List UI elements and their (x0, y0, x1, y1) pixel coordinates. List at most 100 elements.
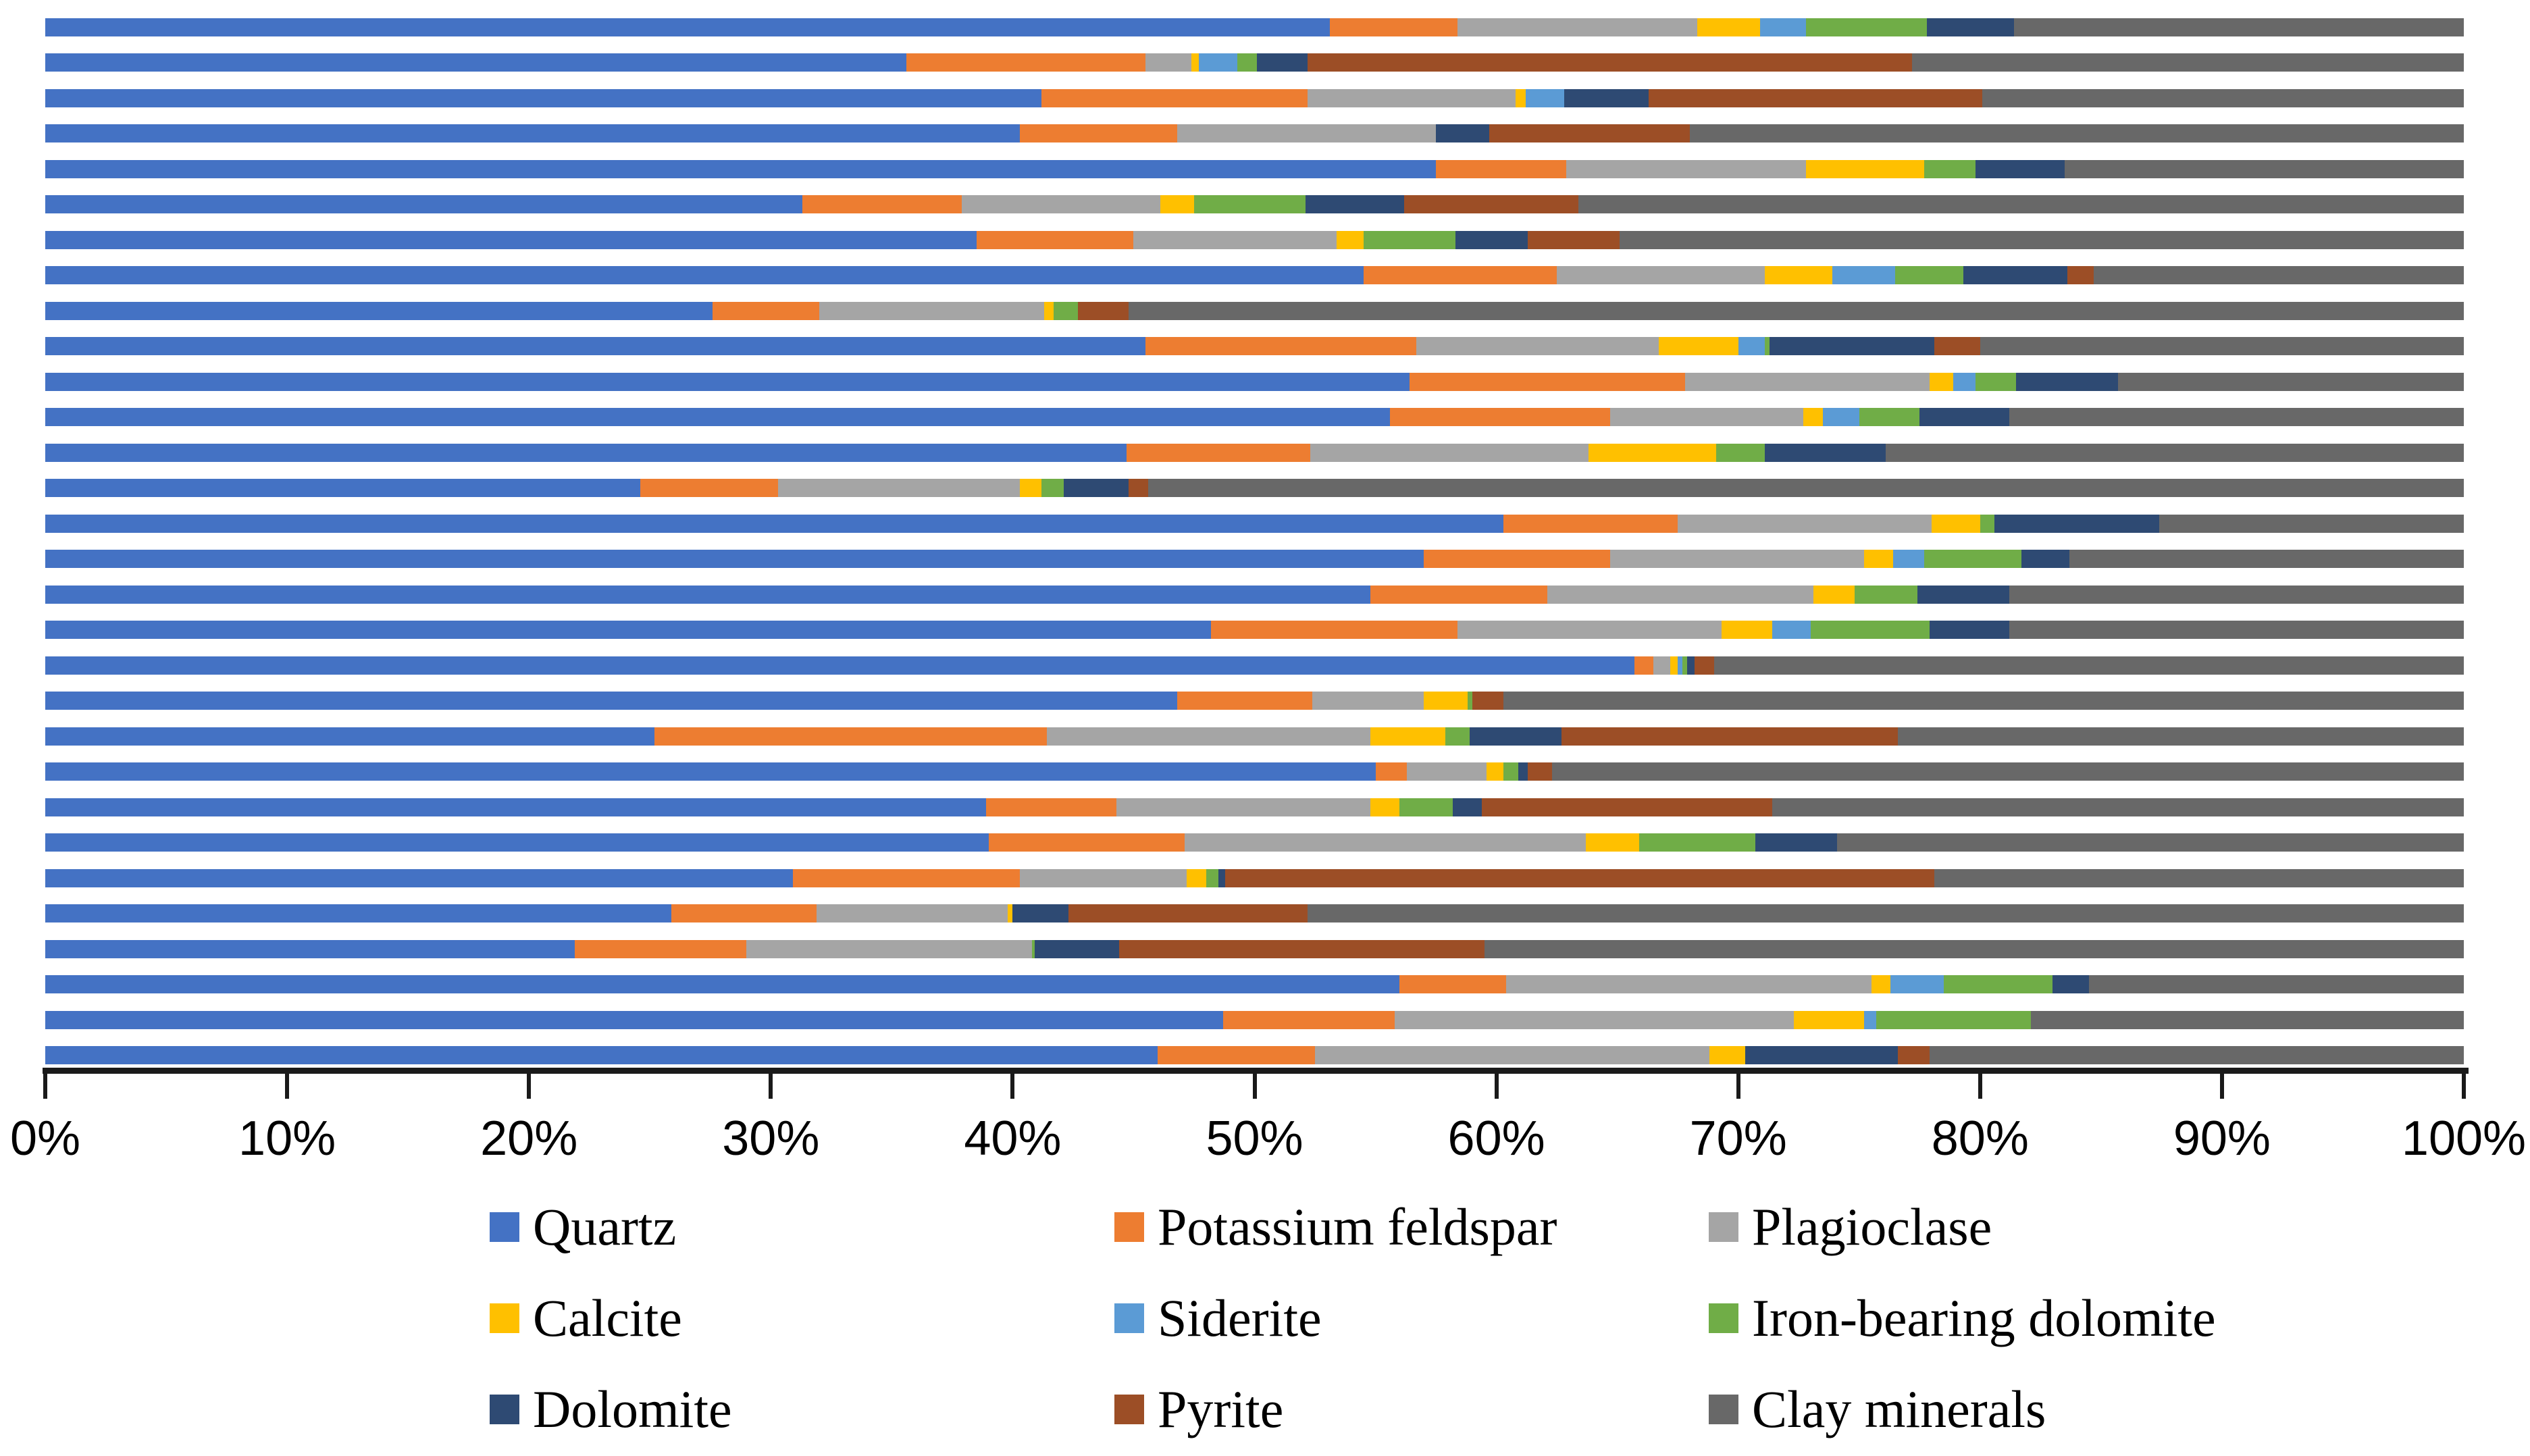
bar-segment-dolomite (1470, 727, 1562, 746)
bar-segment-iron-bearing-dolomite (1924, 159, 1976, 178)
bar-segment-plagioclase (1684, 372, 1930, 391)
bar-row (45, 692, 2464, 710)
bar-segment-plagioclase (962, 195, 1160, 213)
bar-segment-calcite (1370, 798, 1400, 816)
bar-segment-plagioclase (1609, 408, 1804, 426)
bar-row (45, 550, 2464, 568)
bar-segment-plagioclase (1547, 585, 1813, 604)
bar-row (45, 798, 2464, 816)
bar-segment-iron-bearing-dolomite (1811, 621, 1930, 639)
bar-segment-plagioclase (1177, 124, 1437, 142)
bar-segment-potassium-feldspar (713, 301, 819, 320)
bar-segment-potassium-feldspar (1436, 159, 1567, 178)
bar-segment-potassium-feldspar (1634, 656, 1654, 675)
bar-segment-potassium-feldspar (671, 904, 817, 922)
legend-swatch-plagioclase (1709, 1212, 1738, 1242)
x-axis-tick-label: 0% (9, 1112, 81, 1166)
bar-segment-clay-minerals (2030, 1010, 2464, 1029)
bar-segment-siderite (1199, 53, 1238, 72)
bar-segment-dolomite (1257, 53, 1308, 72)
bar-segment-clay-minerals (1503, 692, 2464, 710)
bar-segment-dolomite (1963, 266, 2067, 284)
bar-row (45, 88, 2464, 107)
x-axis-line (43, 1068, 2469, 1074)
bar-segment-quartz (45, 408, 1391, 426)
bar-segment-quartz (45, 443, 1127, 462)
bar-segment-quartz (45, 18, 1330, 36)
bar-row (45, 479, 2464, 497)
bar-segment-plagioclase (1557, 266, 1765, 284)
bar-segment-iron-bearing-dolomite (1765, 337, 1770, 355)
bar-segment-clay-minerals (2013, 18, 2464, 36)
x-axis-tick (527, 1074, 532, 1099)
bar-segment-dolomite (1755, 833, 1838, 852)
x-axis-tick-label: 30% (722, 1112, 820, 1166)
legend-swatch-potassium-feldspar (1114, 1212, 1144, 1242)
bar-segment-calcite (1803, 408, 1823, 426)
bar-segment-plagioclase (1184, 833, 1586, 852)
bar-segment-pyrite (1561, 727, 1898, 746)
plot-area (45, 0, 2464, 1067)
bar-segment-quartz (45, 833, 989, 852)
bar-segment-calcite (1487, 762, 1504, 781)
bar-segment-dolomite (1994, 514, 2159, 533)
bar-segment-quartz (45, 514, 1504, 533)
x-axis-tick (1010, 1074, 1015, 1099)
bar-segment-quartz (45, 585, 1371, 604)
legend-swatch-quartz (490, 1212, 519, 1242)
bar-segment-plagioclase (1308, 88, 1516, 107)
bar-segment-clay-minerals (2009, 408, 2464, 426)
bar-segment-iron-bearing-dolomite (1054, 301, 1079, 320)
bar-segment-plagioclase (1020, 868, 1187, 887)
bar-segment-iron-bearing-dolomite (1237, 53, 1258, 72)
bar-segment-potassium-feldspar (1399, 975, 1506, 993)
bar-segment-potassium-feldspar (1363, 266, 1557, 284)
bar-segment-plagioclase (1407, 762, 1487, 781)
bar-row (45, 443, 2464, 462)
bar-segment-quartz (45, 1046, 1158, 1064)
bar-segment-quartz (45, 53, 906, 72)
legend-label-calcite: Calcite (533, 1289, 682, 1347)
bar-segment-iron-bearing-dolomite (1193, 195, 1306, 213)
bar-segment-potassium-feldspar (906, 53, 1146, 72)
bar-segment-clay-minerals (1129, 301, 2464, 320)
bar-segment-plagioclase (819, 301, 1044, 320)
bar-segment-calcite (1813, 585, 1855, 604)
bar-row (45, 939, 2464, 958)
bar-segment-calcite (1709, 1046, 1746, 1064)
bar-segment-calcite (1871, 975, 1891, 993)
bar-segment-calcite (1370, 727, 1446, 746)
bar-segment-quartz (45, 621, 1212, 639)
bar-segment-siderite (1823, 408, 1859, 426)
bar-segment-siderite (1892, 550, 1925, 568)
legend-item-calcite: Calcite (490, 1292, 682, 1345)
bar-segment-clay-minerals (1897, 727, 2464, 746)
bar-row (45, 621, 2464, 639)
x-axis-tick (769, 1074, 773, 1099)
legend-label-dolomite: Dolomite (533, 1380, 732, 1438)
bar-segment-potassium-feldspar (575, 939, 747, 958)
x-axis-tick-label: 90% (2173, 1112, 2271, 1166)
x-axis-tick-label: 40% (964, 1112, 1062, 1166)
bar-segment-potassium-feldspar (792, 868, 1021, 887)
bar-segment-quartz (45, 124, 1021, 142)
legend-swatch-dolomite (490, 1395, 519, 1424)
bar-segment-quartz (45, 939, 575, 958)
bar-segment-iron-bearing-dolomite (1638, 833, 1755, 852)
bar-segment-dolomite (1518, 762, 1528, 781)
bar-segment-quartz (45, 692, 1177, 710)
bar-segment-iron-bearing-dolomite (1854, 585, 1917, 604)
bar-segment-quartz (45, 1010, 1223, 1029)
bar-segment-clay-minerals (1934, 868, 2464, 887)
bar-segment-iron-bearing-dolomite (1399, 798, 1453, 816)
bar-segment-quartz (45, 656, 1634, 675)
bar-segment-clay-minerals (1620, 230, 2464, 249)
bar-segment-potassium-feldspar (988, 833, 1185, 852)
bar-segment-pyrite (1482, 798, 1772, 816)
bar-row (45, 159, 2464, 178)
bar-segment-calcite (1932, 514, 1980, 533)
bar-segment-pyrite (2067, 266, 2094, 284)
bar-segment-siderite (1890, 975, 1944, 993)
bar-segment-plagioclase (1653, 656, 1671, 675)
bar-segment-calcite (1805, 159, 1925, 178)
